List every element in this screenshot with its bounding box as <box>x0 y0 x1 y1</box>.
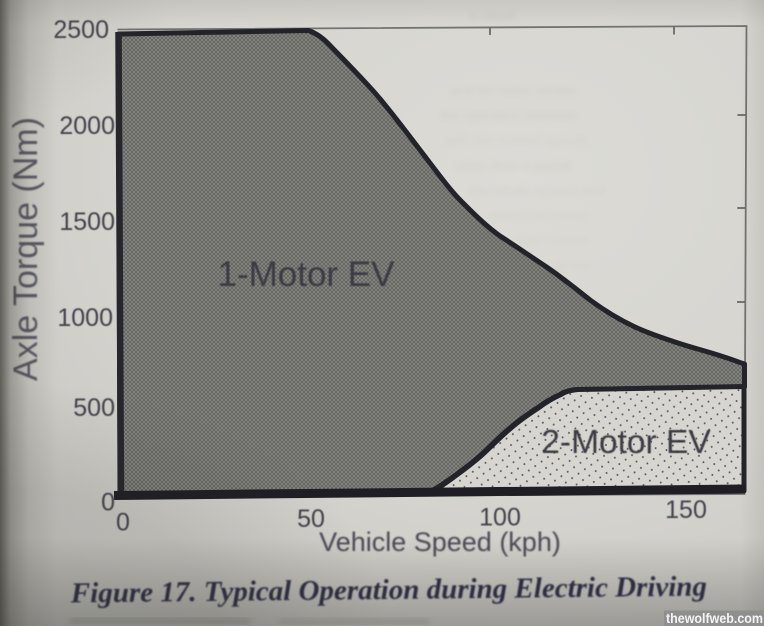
svg-text:when the motor: when the motor <box>489 207 587 223</box>
svg-text:the operation between: the operation between <box>440 107 579 123</box>
svg-text:the current: the current <box>520 232 587 248</box>
svg-text:1-Motor EV: 1-Motor EV <box>218 255 396 294</box>
svg-text:150: 150 <box>665 496 707 524</box>
svg-text:with the normal speeds: with the normal speeds <box>444 132 589 148</box>
svg-text:1500: 1500 <box>59 208 115 236</box>
svg-text:2-Motor EV: 2-Motor EV <box>541 424 711 461</box>
svg-text:at low: at low <box>555 257 592 273</box>
svg-text:more than a partial: more than a partial <box>455 157 572 173</box>
svg-text:100: 100 <box>479 504 521 532</box>
svg-text:1000: 1000 <box>57 304 113 332</box>
svg-text:the whole system and: the whole system and <box>470 182 605 198</box>
svg-text:and for many similar: and for many similar <box>450 82 576 98</box>
svg-text:thewolfweb.com: thewolfweb.com <box>666 610 763 626</box>
